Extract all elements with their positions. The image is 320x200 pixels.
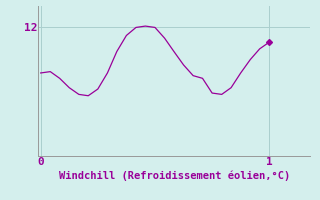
- X-axis label: Windchill (Refroidissement éolien,°C): Windchill (Refroidissement éolien,°C): [59, 170, 290, 181]
